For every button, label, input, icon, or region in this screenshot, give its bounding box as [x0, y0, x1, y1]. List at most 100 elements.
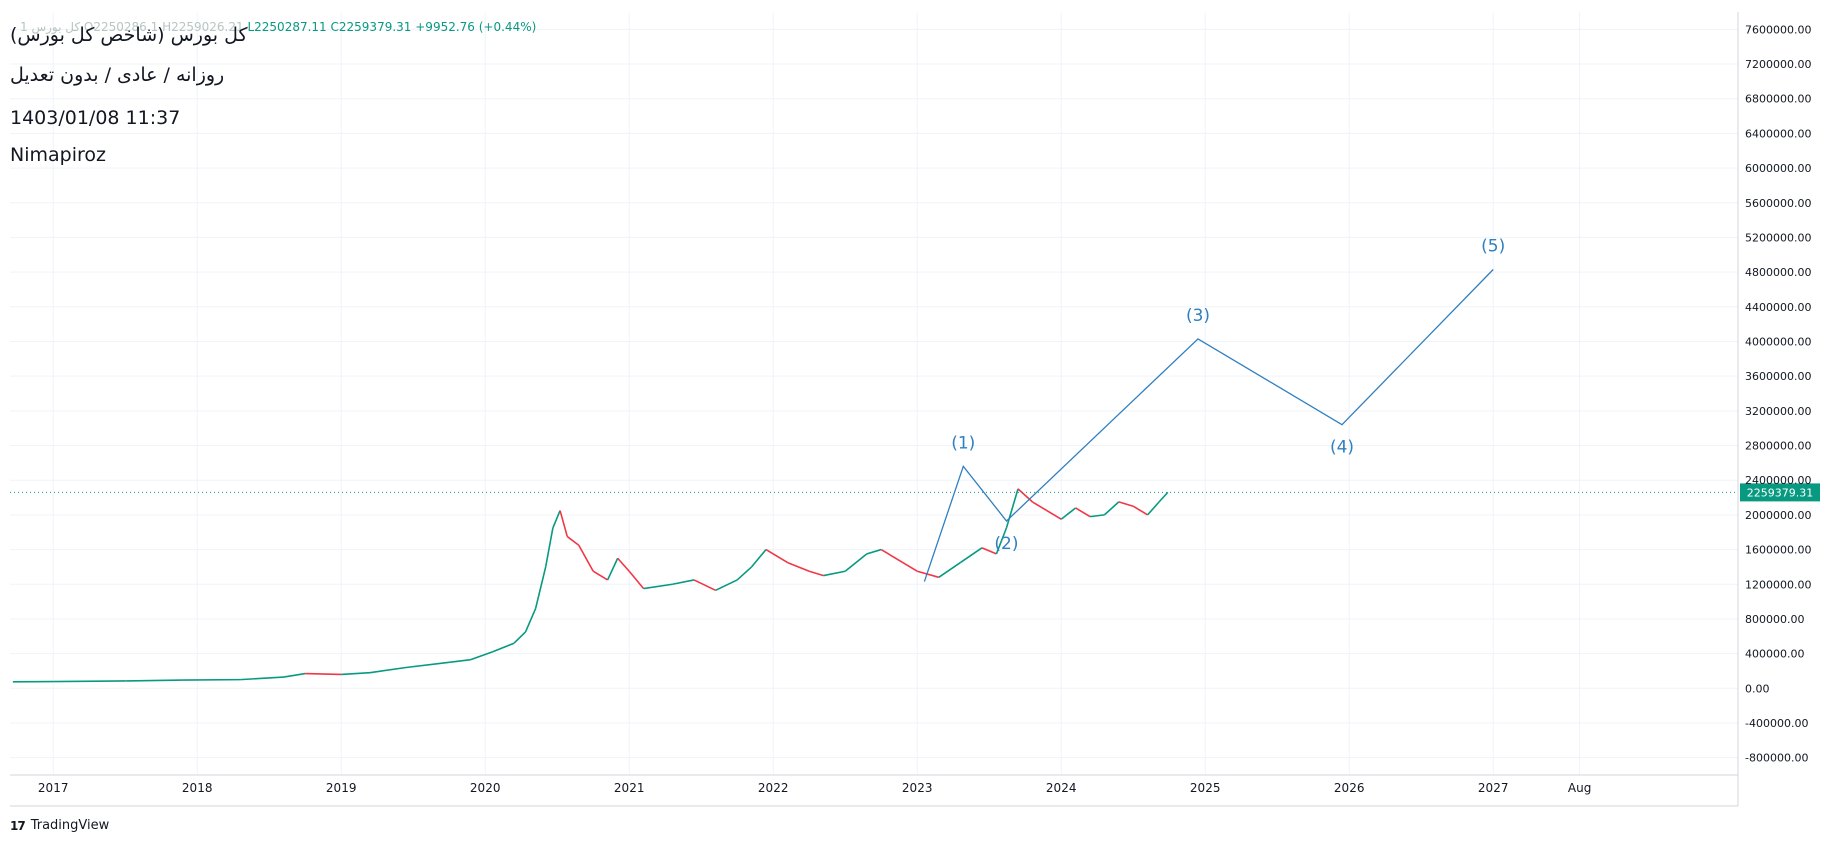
price-segment [559, 510, 569, 537]
price-segment [628, 570, 645, 590]
price-segment [981, 547, 997, 555]
price-segment [524, 608, 537, 633]
info-datetime: 1403/01/08 11:37 [10, 107, 181, 129]
y-tick-label: 400000.00 [1745, 648, 1805, 661]
info-timeframe: روزانه / عادی / بدون تعدیل [10, 64, 225, 86]
x-tick-label: 2020 [470, 781, 501, 795]
price-segment [808, 570, 824, 577]
y-tick-label: 5200000.00 [1745, 231, 1811, 244]
legend-symbol: کل بورس [31, 20, 81, 34]
tradingview-brand[interactable]: 17 TradingView [10, 818, 109, 833]
ohlc-legend: کل بورس 1 O2250286.1 H2259026.21 L225028… [20, 20, 536, 34]
y-tick-label: 4000000.00 [1745, 335, 1811, 348]
last-price-label: 2259379.31 [1747, 486, 1813, 499]
price-segment [617, 557, 630, 572]
y-tick-label: 2800000.00 [1745, 440, 1811, 453]
wave-label: (5) [1481, 237, 1505, 257]
legend-close: C2259379.31 [330, 20, 412, 34]
tradingview-logo-icon: 17 [10, 818, 26, 833]
price-segment [513, 631, 527, 644]
last-price-tag [1740, 483, 1820, 502]
y-tick-label: 4800000.00 [1745, 266, 1811, 279]
price-segment [787, 561, 810, 572]
price-segment [1005, 488, 1019, 529]
price-segment [672, 579, 695, 586]
price-segment [341, 671, 371, 676]
price-segment [959, 547, 983, 564]
y-tick-label: -400000.00 [1745, 717, 1808, 730]
price-segment [643, 583, 673, 590]
legend-change: +9952.76 (+0.44%) [415, 20, 537, 34]
price-segment [844, 553, 868, 572]
brand-name: TradingView [30, 818, 110, 833]
legend-interval: 1 [20, 20, 28, 34]
price-series[interactable]: 2259379.31 [10, 483, 1820, 683]
price-segment [880, 548, 904, 564]
y-tick-label: 6400000.00 [1745, 127, 1811, 140]
y-tick-label: -800000.00 [1745, 752, 1808, 765]
price-segment [405, 661, 450, 669]
x-tick-label: 2025 [1190, 781, 1221, 795]
price-segment [53, 680, 126, 683]
wave-label: (3) [1186, 306, 1210, 326]
price-segment [240, 676, 284, 681]
price-segment [916, 570, 940, 579]
price-segment [866, 548, 882, 555]
x-tick-label: 2022 [758, 781, 789, 795]
price-segment [578, 544, 594, 572]
y-tick-label: 6800000.00 [1745, 93, 1811, 106]
price-segment [902, 561, 918, 572]
y-tick-label: 3600000.00 [1745, 370, 1811, 383]
y-tick-label: 4400000.00 [1745, 301, 1811, 314]
price-segment [470, 651, 493, 661]
price-segment [305, 672, 342, 676]
y-tick-label: 2400000.00 [1745, 474, 1811, 487]
x-tick-label: 2021 [614, 781, 645, 795]
y-tick-label: 800000.00 [1745, 613, 1805, 626]
y-tick-label: 0.00 [1745, 682, 1770, 695]
price-segment [736, 566, 753, 581]
x-tick-label: 2017 [38, 781, 69, 795]
y-tick-label: 6000000.00 [1745, 162, 1811, 175]
price-segment [592, 570, 609, 581]
price-segment [938, 561, 961, 578]
x-tick-label: 2024 [1046, 781, 1077, 795]
price-segment [1046, 509, 1062, 520]
x-tick-label: 2027 [1478, 781, 1509, 795]
price-segment [1031, 501, 1048, 512]
price-segment [1103, 501, 1120, 516]
price-segment [544, 527, 554, 568]
price-segment [1132, 505, 1149, 516]
legend-low: L2250287.11 [247, 20, 327, 34]
price-segment [823, 570, 846, 577]
x-tick-label: 2023 [902, 781, 933, 795]
wave-label: (2) [994, 534, 1018, 554]
y-tick-label: 1200000.00 [1745, 578, 1811, 591]
price-segment [1017, 488, 1033, 503]
price-segment [566, 535, 580, 546]
grid [10, 12, 1738, 775]
legend-high: H2259026.21 [162, 20, 244, 34]
legend-open: O2250286.1 [83, 20, 159, 34]
price-segment [1089, 514, 1105, 518]
price-segment [1118, 501, 1134, 507]
price-segment [552, 510, 561, 529]
price-segment [1147, 501, 1160, 516]
price-segment [765, 548, 789, 564]
price-segment [449, 658, 471, 664]
price-segment [1158, 491, 1169, 503]
price-segment [715, 579, 738, 592]
info-symbol-title: کل بورس (شاخص کل بورس) [10, 24, 248, 46]
axes: 7600000.00 7200000.00 6800000.00 6400000.00… [10, 12, 1811, 807]
price-segment [995, 527, 1008, 555]
wave-label: (1) [951, 433, 975, 453]
price-segment [1060, 507, 1077, 520]
price-segment [369, 666, 407, 674]
price-segment [125, 679, 183, 682]
price-segment [283, 672, 306, 678]
price-segment [606, 557, 619, 581]
y-tick-label: 5600000.00 [1745, 197, 1811, 210]
wave-path[interactable] [923, 269, 1494, 582]
elliott-wave[interactable]: (1) (2) (3) (4) (5) [923, 237, 1505, 582]
